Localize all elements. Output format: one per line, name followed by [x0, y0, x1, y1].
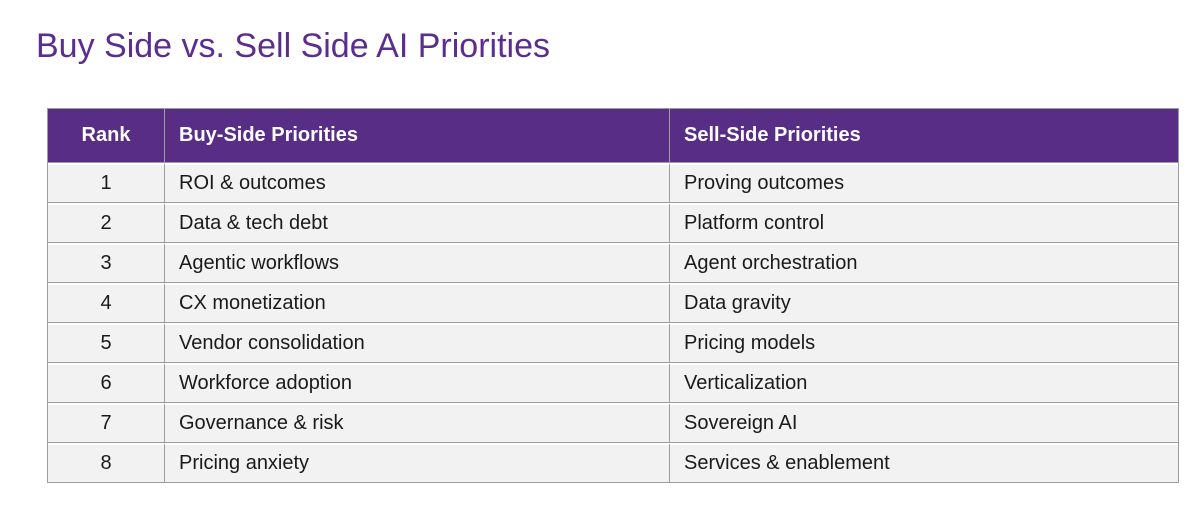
buy-side-cell: Governance & risk	[164, 403, 669, 443]
table-row: 4 CX monetization Data gravity	[48, 283, 1178, 323]
buy-side-cell: Workforce adoption	[164, 363, 669, 403]
sell-side-cell: Proving outcomes	[669, 163, 1178, 203]
table-row: 2 Data & tech debt Platform control	[48, 203, 1178, 243]
sell-side-cell: Services & enablement	[669, 443, 1178, 482]
column-header-rank: Rank	[48, 109, 164, 163]
column-header-buy-side: Buy-Side Priorities	[164, 109, 669, 163]
sell-side-cell: Platform control	[669, 203, 1178, 243]
table-row: 1 ROI & outcomes Proving outcomes	[48, 163, 1178, 203]
rank-cell: 1	[48, 163, 164, 203]
sell-side-cell: Sovereign AI	[669, 403, 1178, 443]
priorities-table-grid: Rank Buy-Side Priorities Sell-Side Prior…	[48, 109, 1178, 482]
priorities-table: Rank Buy-Side Priorities Sell-Side Prior…	[47, 108, 1179, 483]
buy-side-cell: Data & tech debt	[164, 203, 669, 243]
rank-cell: 5	[48, 323, 164, 363]
sell-side-cell: Agent orchestration	[669, 243, 1178, 283]
sell-side-cell: Pricing models	[669, 323, 1178, 363]
table-row: 5 Vendor consolidation Pricing models	[48, 323, 1178, 363]
sell-side-cell: Verticalization	[669, 363, 1178, 403]
rank-cell: 3	[48, 243, 164, 283]
buy-side-cell: Pricing anxiety	[164, 443, 669, 482]
sell-side-cell: Data gravity	[669, 283, 1178, 323]
buy-side-cell: ROI & outcomes	[164, 163, 669, 203]
rank-cell: 7	[48, 403, 164, 443]
table-header-row: Rank Buy-Side Priorities Sell-Side Prior…	[48, 109, 1178, 163]
page-title: Buy Side vs. Sell Side AI Priorities	[36, 27, 551, 65]
buy-side-cell: Vendor consolidation	[164, 323, 669, 363]
buy-side-cell: Agentic workflows	[164, 243, 669, 283]
buy-side-cell: CX monetization	[164, 283, 669, 323]
column-header-sell-side: Sell-Side Priorities	[669, 109, 1178, 163]
table-row: 8 Pricing anxiety Services & enablement	[48, 443, 1178, 482]
table-row: 6 Workforce adoption Verticalization	[48, 363, 1178, 403]
rank-cell: 8	[48, 443, 164, 482]
rank-cell: 2	[48, 203, 164, 243]
table-row: 3 Agentic workflows Agent orchestration	[48, 243, 1178, 283]
table-row: 7 Governance & risk Sovereign AI	[48, 403, 1178, 443]
rank-cell: 6	[48, 363, 164, 403]
rank-cell: 4	[48, 283, 164, 323]
